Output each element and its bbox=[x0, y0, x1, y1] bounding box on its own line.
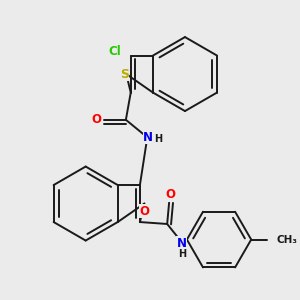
Text: H: H bbox=[154, 134, 162, 144]
Text: CH₃: CH₃ bbox=[277, 235, 298, 244]
Text: Cl: Cl bbox=[109, 45, 122, 58]
Text: O: O bbox=[92, 113, 102, 126]
Text: N: N bbox=[177, 237, 187, 250]
Text: S: S bbox=[120, 68, 129, 81]
Text: H: H bbox=[178, 249, 186, 259]
Text: O: O bbox=[165, 188, 175, 201]
Text: N: N bbox=[143, 131, 153, 144]
Text: O: O bbox=[139, 205, 149, 218]
